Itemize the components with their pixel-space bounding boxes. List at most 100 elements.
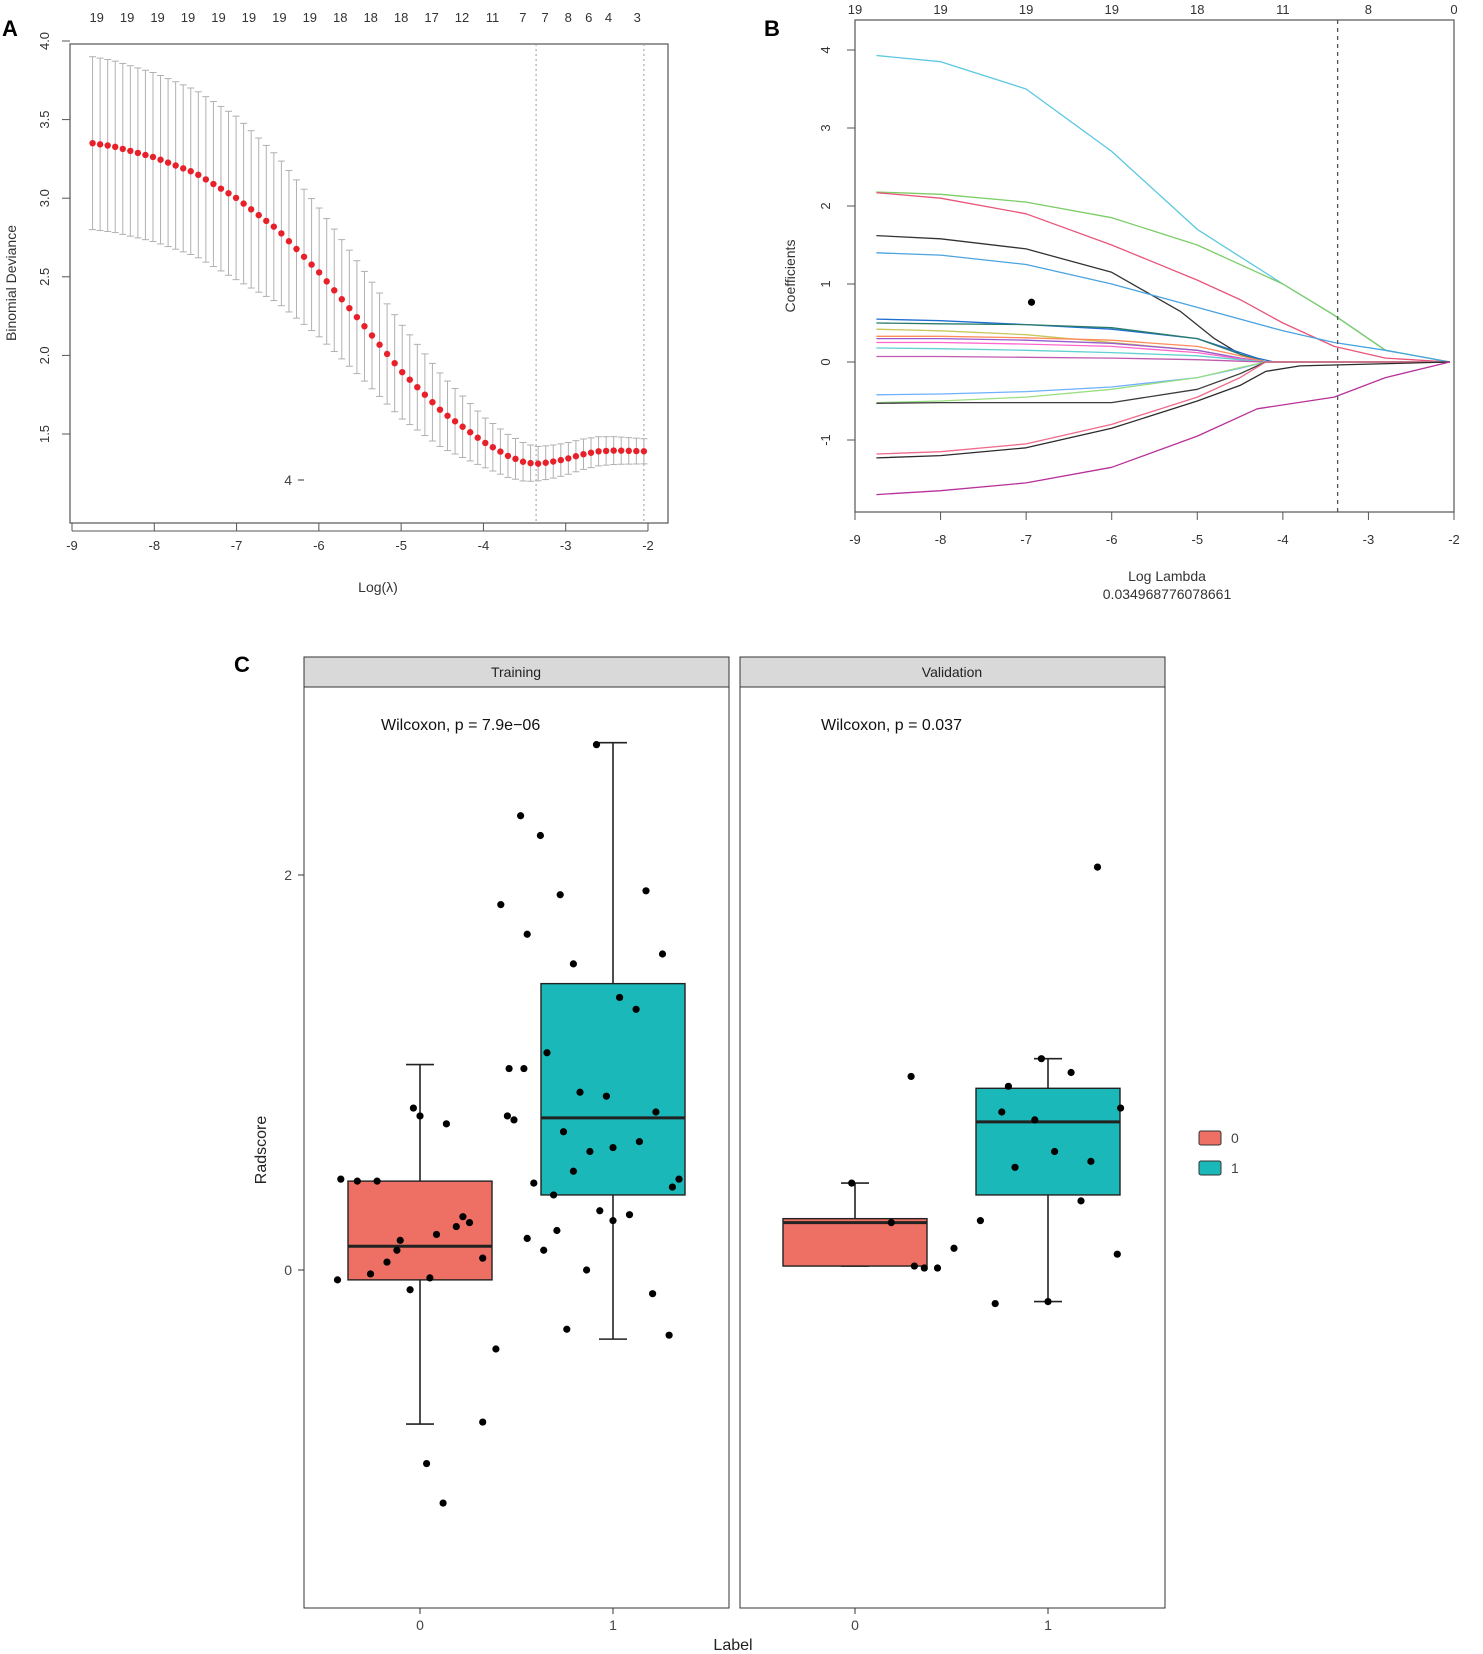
deviance-point: [580, 450, 587, 458]
data-point: [383, 1258, 391, 1266]
deviance-point: [414, 383, 421, 391]
coef-path-13: [876, 355, 1450, 363]
deviance-point: [202, 176, 210, 183]
deviance-point: [300, 253, 308, 260]
data-point: [910, 1262, 919, 1270]
y-tick-label: 0: [284, 1262, 292, 1278]
data-point: [416, 1112, 424, 1120]
x-axis-label-c: Label: [713, 1637, 752, 1654]
data-point: [1044, 1298, 1052, 1306]
data-point: [550, 1191, 558, 1199]
facet-panel-validation: [739, 686, 1166, 1609]
deviance-point: [368, 332, 376, 339]
data-point: [505, 1064, 513, 1073]
data-point: [625, 1211, 634, 1219]
data-point: [583, 1266, 591, 1274]
y-tick-label: 4: [818, 46, 833, 53]
deviance-point: [134, 149, 142, 157]
data-point: [991, 1299, 999, 1308]
top-count-label: 11: [486, 10, 500, 25]
strip-training: [303, 656, 730, 688]
coef-path-6: [876, 318, 1450, 363]
deviance-point: [557, 456, 565, 464]
x-axis-label-a: Log(λ): [358, 579, 398, 595]
deviance-point: [96, 141, 104, 148]
deviance-point: [444, 412, 451, 419]
facet-title-training: Training: [491, 664, 541, 680]
coef-path-1: [876, 54, 1450, 363]
x-tick-label: -3: [560, 538, 572, 553]
deviance-point: [210, 180, 217, 188]
top-count-label: 3: [634, 10, 641, 25]
data-point: [976, 1217, 985, 1225]
x-tick-label: -8: [935, 532, 947, 547]
data-point: [492, 1345, 500, 1353]
data-point: [497, 901, 505, 909]
data-point: [517, 812, 525, 820]
x-tick-label: 0: [416, 1617, 424, 1633]
data-point: [459, 1213, 467, 1221]
deviance-point: [278, 230, 285, 237]
top-count-label: 8: [565, 10, 572, 25]
data-point: [649, 1290, 657, 1298]
x-tick-label: 1: [1044, 1617, 1052, 1633]
coef-path-18: [876, 361, 1450, 459]
data-point: [452, 1222, 460, 1231]
data-point: [596, 1207, 604, 1215]
data-point: [609, 1217, 617, 1225]
x-tick-label: -8: [149, 538, 161, 553]
x-tick-label: -2: [1448, 532, 1460, 547]
data-point: [520, 1064, 528, 1073]
legend: 0 1: [1198, 1130, 1239, 1176]
data-point: [1051, 1147, 1059, 1156]
deviance-point: [519, 458, 527, 465]
deviance-point: [240, 200, 247, 207]
box-iqr: [782, 1217, 928, 1267]
deviance-point: [527, 459, 534, 467]
data-point: [523, 930, 531, 938]
data-point: [536, 831, 545, 840]
data-point: [523, 1234, 531, 1242]
x-tick-label: -7: [1020, 532, 1032, 547]
data-point: [540, 1246, 548, 1254]
data-point: [632, 1005, 640, 1013]
y-tick-label: 1.5: [37, 425, 52, 443]
deviance-point: [565, 455, 572, 462]
deviance-point: [489, 444, 497, 451]
data-point: [887, 1219, 895, 1227]
deviance-point: [383, 350, 391, 358]
y-tick-label: 2.5: [37, 268, 52, 286]
top-count-label: 19: [848, 2, 862, 17]
data-point: [423, 1459, 431, 1468]
wilcoxon-annotation-validation: Wilcoxon, p = 0.037: [821, 717, 962, 734]
y-tick-label: 1: [818, 280, 833, 287]
data-point: [658, 950, 667, 958]
y-tick-label: 2: [818, 202, 833, 209]
y-axis-label-a: Binomial Deviance: [3, 225, 19, 341]
deviance-point: [512, 455, 519, 463]
deviance-point: [602, 447, 610, 455]
deviance-point: [421, 391, 429, 398]
data-point: [592, 741, 601, 749]
data-point: [1087, 1157, 1095, 1165]
y-tick-label: 3.0: [37, 189, 52, 207]
panel-b: B Log Lambda 0.034968776078661 Coefficie…: [764, 2, 1460, 602]
deviance-point: [112, 143, 119, 151]
data-point: [426, 1274, 434, 1282]
deviance-point: [217, 185, 225, 192]
deviance-point: [270, 223, 278, 230]
deviance-point: [104, 142, 111, 149]
top-count-label: 12: [455, 10, 469, 25]
coef-path-19: [876, 361, 1450, 496]
deviance-point: [195, 171, 202, 179]
deviance-point: [534, 460, 542, 467]
panel-a: A Log(λ) Binomial Deviance -9 -8 -7 -6 -5 -4 -…: [2, 10, 669, 595]
data-point: [609, 1143, 617, 1152]
x-tick-label: -9: [66, 538, 78, 553]
data-point: [543, 1049, 551, 1057]
deviance-point: [263, 217, 270, 225]
data-point: [665, 1331, 673, 1339]
x-tick-label: 0: [851, 1617, 859, 1633]
data-point: [553, 1226, 561, 1235]
